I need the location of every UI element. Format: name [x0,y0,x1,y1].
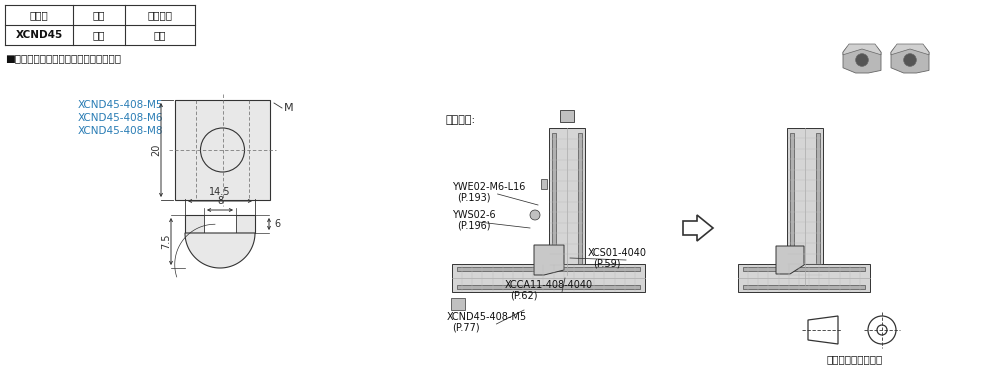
Polygon shape [891,44,929,55]
Text: 20: 20 [151,144,161,156]
Bar [457,285,640,289]
Text: XCND45-408-M8: XCND45-408-M8 [78,126,164,136]
Text: XCND45-408-M5: XCND45-408-M5 [78,100,164,110]
Text: ■型材专用螺母，可在型材任意点定位。: ■型材专用螺母，可在型材任意点定位。 [5,53,121,63]
Bar [790,133,794,280]
Text: 系列码: 系列码 [30,10,49,20]
Text: 表面处理: 表面处理 [148,10,173,20]
Circle shape [530,210,540,220]
Text: XCCA11-408-4040: XCCA11-408-4040 [505,280,593,290]
Text: XCS01-4040: XCS01-4040 [588,248,647,258]
Text: YWS02-6: YWS02-6 [452,210,496,220]
Polygon shape [534,245,564,275]
Bar [549,128,585,275]
Text: YWE02-M6-L16: YWE02-M6-L16 [452,182,526,192]
Bar [185,215,255,233]
Bar [816,133,820,280]
Bar [541,179,547,189]
Polygon shape [683,215,713,241]
Bar [204,215,236,233]
Bar [738,264,870,292]
Text: 7.5: 7.5 [161,234,171,249]
Bar [452,264,645,292]
Text: XCND45: XCND45 [15,30,62,40]
Text: (P.62): (P.62) [510,290,538,300]
Bar [743,285,865,289]
Polygon shape [891,47,929,73]
Text: 视图标准：第三视角: 视图标准：第三视角 [827,354,883,364]
Text: (P.59): (P.59) [593,258,621,268]
Bar [743,267,865,271]
Text: XCND45-408-M6: XCND45-408-M6 [78,113,164,123]
Text: (P.196): (P.196) [457,220,490,230]
Text: (P.193): (P.193) [457,192,490,202]
Text: 材质: 材质 [92,10,105,20]
Text: 碳钢: 碳钢 [92,30,105,40]
Bar [175,100,270,200]
Bar [787,128,823,285]
Polygon shape [185,233,255,268]
Polygon shape [776,246,804,274]
Text: 6: 6 [274,219,280,229]
Text: 镀镍: 镀镍 [154,30,167,40]
Circle shape [904,54,917,66]
Polygon shape [843,47,881,73]
Bar [560,110,574,122]
Text: 14.5: 14.5 [209,187,231,197]
Text: (P.77): (P.77) [452,322,479,332]
Bar [552,133,556,270]
Text: 使用示例:: 使用示例: [445,115,475,125]
Text: XCND45-408-M5: XCND45-408-M5 [447,312,527,322]
Circle shape [856,54,868,66]
Text: M: M [284,103,294,113]
Bar [457,267,640,271]
Text: 8: 8 [217,196,223,206]
Polygon shape [843,44,881,55]
Bar [578,133,582,270]
Bar [451,298,465,310]
